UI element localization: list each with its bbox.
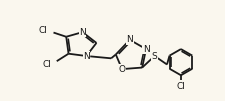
Text: N: N xyxy=(142,45,149,54)
Text: S: S xyxy=(151,52,157,60)
Text: O: O xyxy=(118,65,125,74)
Text: N: N xyxy=(83,52,89,60)
Text: Cl: Cl xyxy=(38,26,47,35)
Text: N: N xyxy=(79,28,86,37)
Text: Cl: Cl xyxy=(43,60,51,69)
Text: N: N xyxy=(126,35,133,44)
Text: Cl: Cl xyxy=(176,82,184,90)
